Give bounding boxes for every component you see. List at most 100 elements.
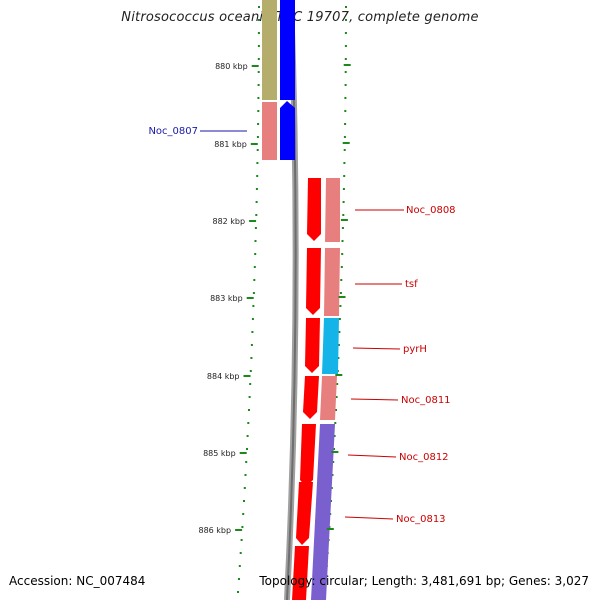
cds-reverse-1[interactable]	[280, 0, 295, 100]
tick-mark	[257, 32, 260, 34]
tick-mark	[251, 318, 254, 320]
tick-mark	[255, 201, 258, 203]
tick-mark	[342, 188, 345, 190]
major-tick-left	[239, 452, 247, 454]
tick-mark	[344, 71, 347, 73]
tick-mark	[258, 19, 260, 21]
tick-mark	[334, 422, 337, 424]
tick-mark	[254, 253, 257, 255]
tick-mark	[243, 487, 246, 489]
tick-mark	[333, 448, 335, 450]
tick-mark	[243, 500, 245, 502]
tick-mark	[335, 396, 338, 398]
tick-mark	[337, 344, 340, 346]
tick-mark	[253, 279, 256, 281]
major-tick-left	[251, 65, 259, 67]
tick-mark	[344, 84, 347, 86]
scale-label: 885 kbp	[203, 449, 236, 458]
tick-mark	[257, 58, 260, 60]
tick-mark	[344, 123, 347, 125]
tick-mark	[256, 149, 259, 151]
tick-mark	[250, 357, 253, 359]
gene-label-noc0812[interactable]: Noc_0812	[347, 452, 449, 463]
major-tick-left	[246, 297, 254, 299]
tick-mark	[255, 214, 258, 216]
tick-mark	[340, 266, 343, 268]
tick-mark	[345, 19, 347, 21]
gene-label-tsf[interactable]: tsf	[355, 279, 418, 290]
tick-mark	[344, 110, 347, 112]
tick-mark	[333, 435, 336, 437]
tick-mark	[342, 201, 345, 203]
tick-mark	[249, 370, 252, 372]
tick-mark	[343, 162, 346, 164]
tick-mark	[257, 45, 260, 47]
tick-mark	[254, 240, 257, 242]
tick-mark	[256, 136, 259, 138]
tick-mark	[239, 552, 242, 554]
cog-block-pink-tsf	[324, 248, 340, 316]
gene-label-noc0807[interactable]: Noc_0807	[148, 126, 247, 137]
scale-label: 880 kbp	[215, 62, 248, 71]
major-tick-left	[250, 143, 258, 145]
tick-mark	[338, 331, 341, 333]
gene-label-noc0808[interactable]: Noc_0808	[355, 205, 456, 216]
tick-mark	[246, 448, 248, 450]
gene-label-noc0811[interactable]: Noc_0811	[350, 395, 451, 406]
tick-mark	[338, 318, 341, 320]
tick-mark	[341, 240, 344, 242]
tick-mark	[340, 279, 343, 281]
tick-mark	[257, 123, 260, 125]
major-tick-right	[340, 219, 348, 221]
cds-forward-noc0808[interactable]	[307, 178, 321, 241]
major-tick-left	[243, 375, 251, 377]
tick-mark	[250, 344, 253, 346]
tick-mark	[256, 162, 259, 164]
cds-reverse-noc0807[interactable]	[280, 101, 295, 160]
major-tick-right	[342, 142, 350, 144]
tick-mark	[257, 110, 260, 112]
tick-mark	[253, 266, 256, 268]
tick-mark	[344, 45, 347, 47]
cds-forward-noc0811[interactable]	[303, 376, 319, 419]
scale-label: 881 kbp	[214, 140, 247, 149]
outer-tick-ring-left	[237, 6, 260, 593]
tick-mark	[341, 227, 344, 229]
cog-block-pink-noc0811	[320, 376, 337, 420]
gene-label-pyrH[interactable]: pyrH	[352, 344, 427, 355]
scale-label: 884 kbp	[207, 372, 240, 381]
tick-mark	[247, 422, 250, 424]
cds-forward-tsf[interactable]	[306, 248, 321, 315]
svg-text:Noc_0807: Noc_0807	[148, 126, 198, 137]
cds-forward-pyrH[interactable]	[305, 318, 320, 373]
tick-mark	[244, 474, 247, 476]
tick-mark	[257, 97, 260, 99]
scale-labels: 880 kbp 881 kbp 882 kbp 883 kbp 884 kbp 885 k…	[198, 62, 351, 535]
tick-mark	[257, 71, 260, 73]
svg-text:Noc_0811: Noc_0811	[401, 395, 451, 406]
cog-block-cyan-pyrH	[322, 318, 339, 374]
tick-mark	[242, 513, 245, 515]
major-tick-right	[326, 528, 334, 530]
cog-block-purple-noc0812	[311, 424, 335, 600]
scale-label: 886 kbp	[198, 526, 231, 535]
cds-forward-next[interactable]	[292, 546, 309, 600]
tick-mark	[343, 149, 346, 151]
scale-label: 882 kbp	[212, 217, 245, 226]
tick-mark	[337, 357, 340, 359]
cds-forward-noc0812[interactable]	[300, 424, 316, 487]
tick-mark	[330, 487, 333, 489]
cog-block-pink-noc0808	[325, 178, 340, 242]
tick-mark	[257, 84, 260, 86]
tick-mark	[252, 292, 255, 294]
tick-mark	[342, 214, 345, 216]
gene-label-noc0813[interactable]: Noc_0813	[344, 514, 446, 525]
cds-forward-noc0813[interactable]	[296, 482, 313, 545]
tick-mark	[335, 409, 337, 411]
tick-mark	[240, 539, 243, 541]
major-tick-left	[235, 529, 243, 531]
tick-mark	[258, 6, 260, 8]
major-tick-right	[335, 374, 343, 376]
tick-mark	[344, 58, 347, 60]
